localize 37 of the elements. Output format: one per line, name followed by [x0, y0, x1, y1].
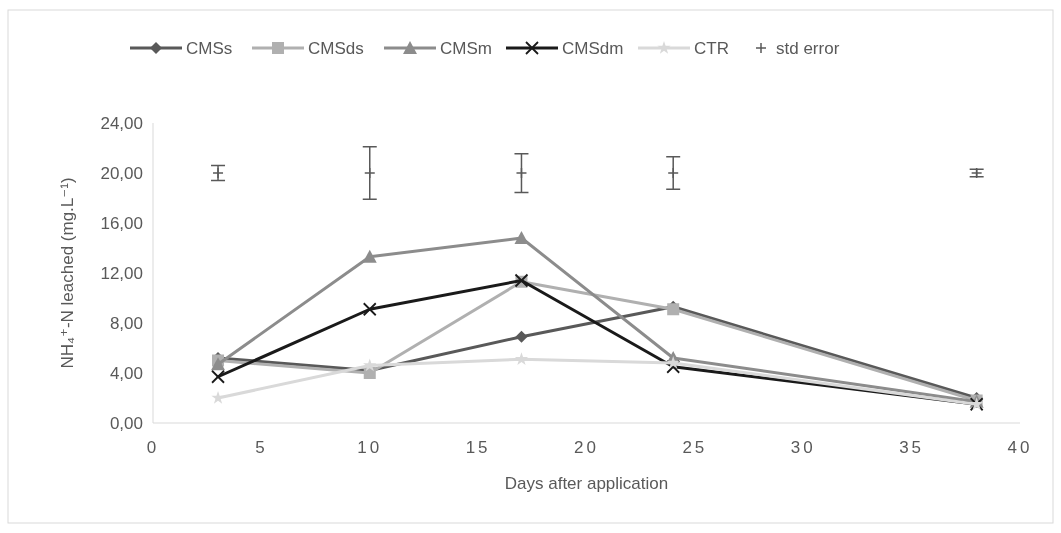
point — [514, 352, 529, 365]
point — [364, 167, 376, 179]
legend-label: CMSs — [186, 39, 233, 58]
x-axis-title: Days after application — [504, 474, 669, 493]
x-tick-label: 0 — [146, 438, 160, 457]
point — [363, 358, 377, 372]
point — [362, 249, 377, 263]
x-tick-label: 5 — [255, 438, 268, 457]
point — [667, 167, 679, 179]
y-tick-label: 20,00 — [100, 164, 143, 183]
y-tick-label: 8,00 — [109, 314, 143, 333]
y-tick-label: 24,00 — [100, 114, 143, 133]
x-tick-label: 20 — [574, 438, 599, 457]
legend-label: CTR — [694, 39, 729, 58]
y-axis-title: NH₄⁺-N leached (mg.L⁻¹) — [58, 177, 77, 369]
point — [515, 167, 528, 179]
legend-label: CMSds — [308, 39, 364, 58]
x-tick-label: 40 — [1007, 438, 1033, 457]
y-tick-label: 12,00 — [100, 264, 143, 283]
y-tick-label: 0,00 — [109, 414, 143, 433]
point — [211, 357, 226, 371]
y-tick-label: 16,00 — [100, 214, 143, 233]
point — [515, 330, 528, 343]
legend-label: CMSm — [440, 39, 492, 58]
point — [211, 369, 225, 384]
point — [362, 302, 377, 317]
point — [666, 356, 680, 369]
x-tick-label: 15 — [465, 438, 491, 457]
legend-label: std error — [776, 39, 840, 58]
x-tick-label: 30 — [790, 438, 816, 457]
point — [666, 359, 681, 374]
x-tick-label: 35 — [899, 438, 925, 457]
point — [514, 231, 529, 244]
x-tick-label: 10 — [357, 438, 383, 457]
legend-label: CMSdm — [562, 39, 624, 58]
y-tick-label: 4,00 — [109, 364, 143, 383]
x-tick-label: 25 — [682, 438, 708, 457]
